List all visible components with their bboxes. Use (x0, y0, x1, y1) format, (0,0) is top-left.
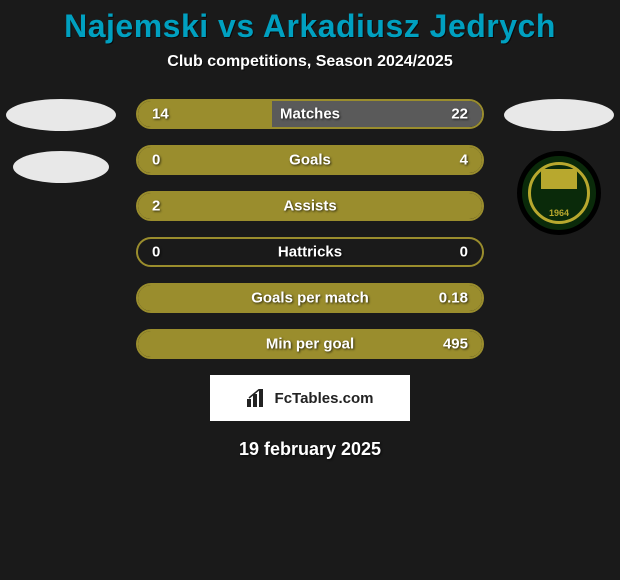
stat-rows: 14 Matches 22 0 Goals 4 2 Assists 0 Hattricks 0 Goa… (136, 99, 484, 359)
page-title: Najemski vs Arkadiusz Jedrych (0, 8, 620, 45)
stat-label: Assists (283, 198, 336, 215)
stat-value-right: 495 (443, 336, 468, 353)
stat-value-right: 0 (460, 244, 468, 261)
left-player-badges (6, 99, 116, 183)
stat-value-left: 0 (152, 244, 160, 261)
subtitle: Club competitions, Season 2024/2025 (0, 53, 620, 71)
club-badge-icon: 1964 (517, 151, 601, 235)
comparison-card: Najemski vs Arkadiusz Jedrych Club compe… (0, 0, 620, 460)
date-label: 19 february 2025 (0, 439, 620, 460)
stat-label: Matches (280, 106, 340, 123)
source-attribution: FcTables.com (210, 375, 410, 421)
stat-label: Hattricks (278, 244, 342, 261)
placeholder-logo-icon (6, 99, 116, 131)
badge-year: 1964 (549, 208, 569, 218)
stats-area: 1964 14 Matches 22 0 Goals 4 2 Assists 0 Hattrick… (0, 99, 620, 359)
stat-value-right: 22 (451, 106, 468, 123)
bars-icon (247, 389, 269, 407)
stat-row: 2 Assists (136, 191, 484, 221)
stat-value-left: 0 (152, 152, 160, 169)
stat-row: 0 Goals 4 (136, 145, 484, 175)
stat-row: 0 Hattricks 0 (136, 237, 484, 267)
stat-label: Goals per match (251, 290, 369, 307)
stat-value-left: 14 (152, 106, 169, 123)
right-player-badges: 1964 (504, 99, 614, 235)
badge-stripe-icon (541, 169, 577, 189)
stat-label: Min per goal (266, 336, 354, 353)
placeholder-logo-icon (13, 151, 109, 183)
stat-row: Goals per match 0.18 (136, 283, 484, 313)
stat-label: Goals (289, 152, 331, 169)
stat-value-left: 2 (152, 198, 160, 215)
stat-value-right: 4 (460, 152, 468, 169)
stat-row: Min per goal 495 (136, 329, 484, 359)
stat-row: 14 Matches 22 (136, 99, 484, 129)
placeholder-logo-icon (504, 99, 614, 131)
stat-value-right: 0.18 (439, 290, 468, 307)
source-label: FcTables.com (275, 390, 374, 407)
